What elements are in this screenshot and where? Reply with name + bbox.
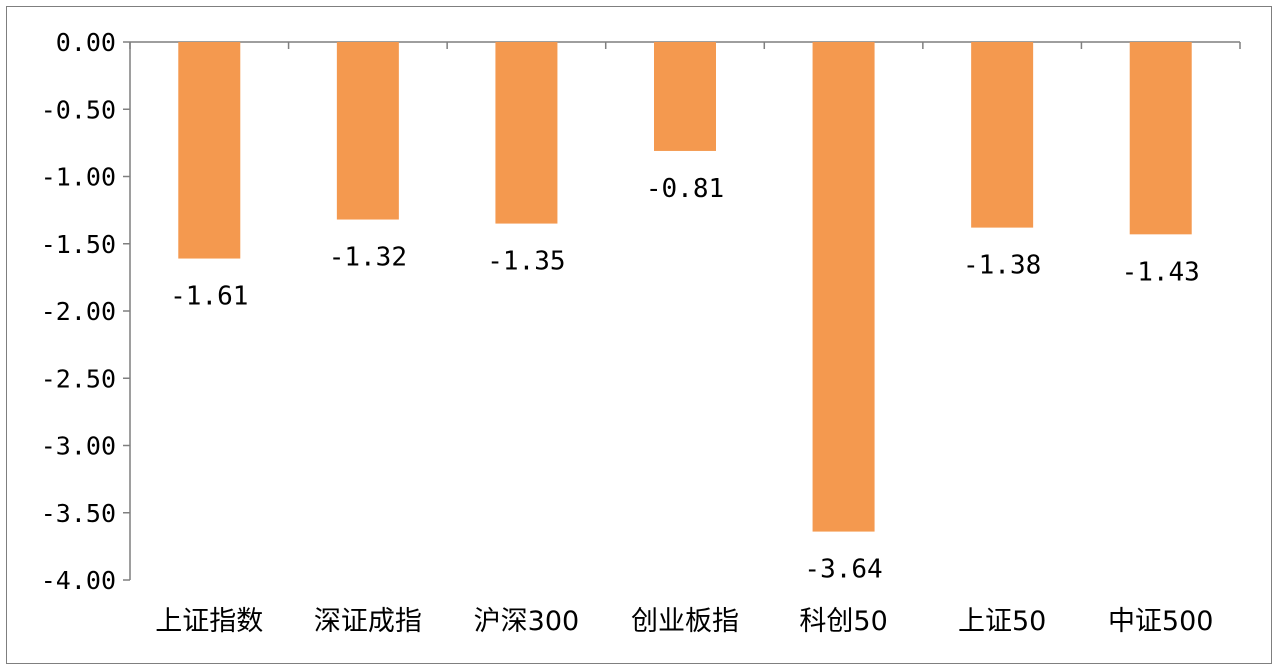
data-labels: -1.61 -1.32 -1.35 -0.81 -3.64 -1.38 -1.43 — [170, 174, 1200, 585]
data-label: -1.35 — [487, 247, 565, 277]
bar — [178, 42, 241, 259]
data-label: -1.43 — [1122, 257, 1200, 287]
x-axis: 上证指数 深证成指 沪深300 创业板指 科创50 上证50 中证500 — [129, 41, 1241, 637]
y-tick-label: 0.00 — [56, 28, 116, 57]
data-label: -1.61 — [170, 282, 248, 312]
y-tick-label: -1.50 — [41, 230, 116, 259]
bar — [336, 42, 399, 220]
y-tick-label: -3.00 — [41, 432, 116, 461]
data-label: -3.64 — [804, 555, 882, 585]
data-label: -1.32 — [329, 243, 407, 273]
y-axis: 0.00 -0.50 -1.00 -1.50 -2.00 -2.50 -3.00 -3.50 -… — [41, 28, 131, 595]
bar — [495, 42, 558, 224]
y-tick-label: -3.50 — [41, 499, 116, 528]
y-tick-label: -1.00 — [41, 163, 116, 192]
y-tick-label: -0.50 — [41, 95, 116, 124]
category-label: 上证指数 — [155, 606, 263, 637]
bar — [654, 42, 716, 151]
y-tick-label: -4.00 — [41, 566, 116, 595]
bars — [178, 42, 1192, 532]
y-tick-label: -2.00 — [41, 297, 116, 326]
bar — [971, 42, 1034, 228]
bar — [1129, 42, 1192, 235]
data-label: -1.38 — [963, 251, 1041, 281]
bar — [812, 42, 875, 532]
category-label: 科创50 — [799, 606, 887, 637]
category-label: 中证500 — [1108, 606, 1214, 637]
category-label: 上证50 — [958, 606, 1046, 637]
y-tick-label: -2.50 — [41, 364, 116, 393]
category-label: 创业板指 — [631, 606, 739, 637]
data-label: -0.81 — [646, 174, 724, 204]
category-label: 深证成指 — [314, 606, 422, 637]
category-label: 沪深300 — [474, 606, 580, 637]
